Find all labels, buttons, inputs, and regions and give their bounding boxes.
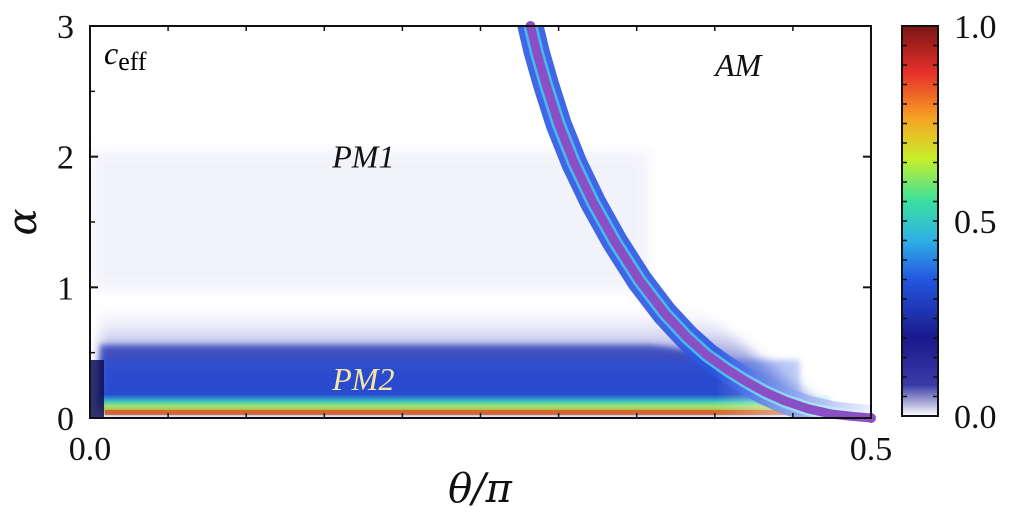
heatmap-field <box>90 26 871 418</box>
region-labels: PM1 PM2 AM <box>331 47 763 397</box>
panel-label: ceff <box>104 35 147 76</box>
y-axis-title: α <box>0 208 46 235</box>
x-tick-label: 0.0 <box>69 431 112 468</box>
colorbar-tick-label: 1.0 <box>954 9 997 46</box>
y-axis-ticks: 0 1 2 3 <box>57 9 871 438</box>
y-tick-label: 2 <box>57 140 74 177</box>
colorbar-tick-label: 0.0 <box>954 399 997 436</box>
colorbar <box>901 25 939 417</box>
region-label-pm2: PM2 <box>331 361 394 397</box>
y-tick-label: 3 <box>57 9 74 46</box>
x-axis-title: θ/π <box>448 466 513 512</box>
colorbar-ticks: 0.0 0.5 1.0 <box>902 9 997 436</box>
region-label-pm1: PM1 <box>331 139 394 175</box>
x-tick-label: 0.5 <box>850 431 893 468</box>
region-label-am: AM <box>713 47 764 83</box>
phase-boundary-line <box>526 21 876 423</box>
y-tick-label: 0 <box>57 401 74 438</box>
x-axis-ticks: 0.0 0.5 <box>69 26 893 468</box>
y-tick-label: 1 <box>57 270 74 307</box>
colorbar-tick-label: 0.5 <box>954 204 997 241</box>
